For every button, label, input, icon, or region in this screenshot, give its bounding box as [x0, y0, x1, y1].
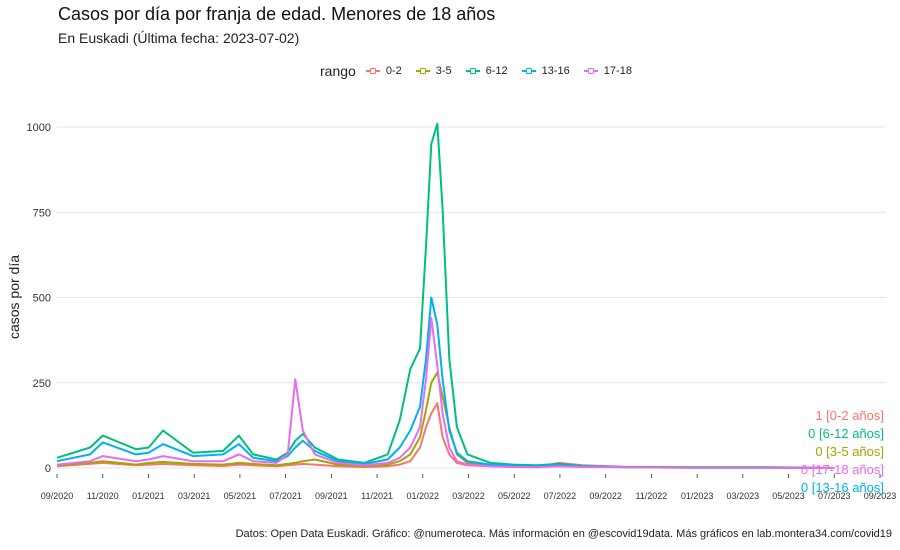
- legend-item-3-5: 3-5: [415, 65, 452, 77]
- x-tick-label: 11/2020: [87, 491, 119, 501]
- x-tick-label: 05/2021: [224, 491, 257, 501]
- x-tick-label: 01/2022: [407, 491, 440, 501]
- legend-swatch: [415, 66, 430, 76]
- end-label: 0 [3-5 años]: [815, 444, 884, 459]
- end-label: 0 [17-18 años]: [801, 462, 884, 477]
- y-tick-label: 0: [45, 463, 51, 475]
- x-axis: 09/2020 11/2020 01/2021 03/2021 05/2021 07/20…: [41, 474, 897, 501]
- end-labels: 1 [0-2 años] 0 [6-12 años] 0 [3-5 años] 0 […: [801, 408, 884, 495]
- x-tick-label: 09/2022: [589, 491, 622, 501]
- legend-item-6-12: 6-12: [465, 65, 508, 77]
- y-tick-label: 750: [33, 207, 51, 219]
- x-tick-label: 01/2021: [132, 491, 165, 501]
- series-lines: [56, 122, 835, 469]
- x-tick-label: 11/2021: [361, 491, 393, 501]
- legend-item-13-16: 13-16: [521, 65, 570, 77]
- x-tick-label: 07/2021: [269, 491, 302, 501]
- chart-title: Casos por día por franja de edad. Menore…: [58, 4, 496, 24]
- gridlines: [57, 126, 886, 469]
- y-tick-label: 1000: [27, 122, 51, 134]
- x-tick-label: 11/2022: [635, 491, 667, 501]
- x-tick-label: 07/2023: [818, 491, 851, 501]
- legend-label: 13-16: [541, 65, 570, 77]
- legend-item-17-18: 17-18: [583, 65, 632, 77]
- y-tick-label: 250: [33, 378, 51, 390]
- x-tick-label: 09/2020: [41, 491, 74, 501]
- x-tick-label: 03/2023: [727, 491, 760, 501]
- caption: Datos: Open Data Euskadi. Gráfico: @nume…: [235, 528, 892, 540]
- chart-subtitle: En Euskadi (Última fecha: 2023-07-02): [58, 30, 300, 46]
- x-tick-label: 09/2023: [864, 491, 897, 501]
- x-tick-label: 05/2023: [772, 491, 805, 501]
- end-label: 0 [13-16 años]: [801, 480, 884, 495]
- legend-swatch: [465, 66, 480, 76]
- x-tick-label: 09/2021: [315, 491, 348, 501]
- x-tick-label: 07/2022: [544, 491, 577, 501]
- line-chart: 0 250 500 750 1000 09/2020 11/2020 01/2021 03/2…: [6, 122, 897, 501]
- legend-item-0-2: 0-2: [365, 65, 402, 77]
- series-line-17-18: [56, 317, 835, 469]
- end-label: 0 [6-12 años]: [808, 426, 884, 441]
- end-label: 1 [0-2 años]: [815, 408, 884, 423]
- legend-swatch: [521, 66, 536, 76]
- series-line-6-12: [56, 122, 835, 469]
- x-tick-label: 03/2021: [178, 491, 211, 501]
- x-tick-label: 03/2022: [452, 491, 485, 501]
- x-tick-label: 01/2023: [681, 491, 714, 501]
- x-tick-label: 05/2022: [498, 491, 531, 501]
- y-axis: 0 250 500 750 1000: [27, 122, 51, 475]
- legend: rango 0-2 3-5 6-12 13-16 17-18: [320, 63, 646, 79]
- legend-swatch: [583, 66, 598, 76]
- y-axis-label: casos por día: [6, 255, 22, 339]
- legend-label: 0-2: [385, 65, 402, 77]
- series-line-3-5: [56, 371, 835, 469]
- legend-title: rango: [320, 63, 356, 79]
- legend-label: 6-12: [485, 65, 508, 77]
- legend-swatch: [365, 66, 380, 76]
- legend-label: 3-5: [435, 65, 452, 77]
- legend-label: 17-18: [603, 65, 632, 77]
- y-tick-label: 500: [33, 293, 51, 305]
